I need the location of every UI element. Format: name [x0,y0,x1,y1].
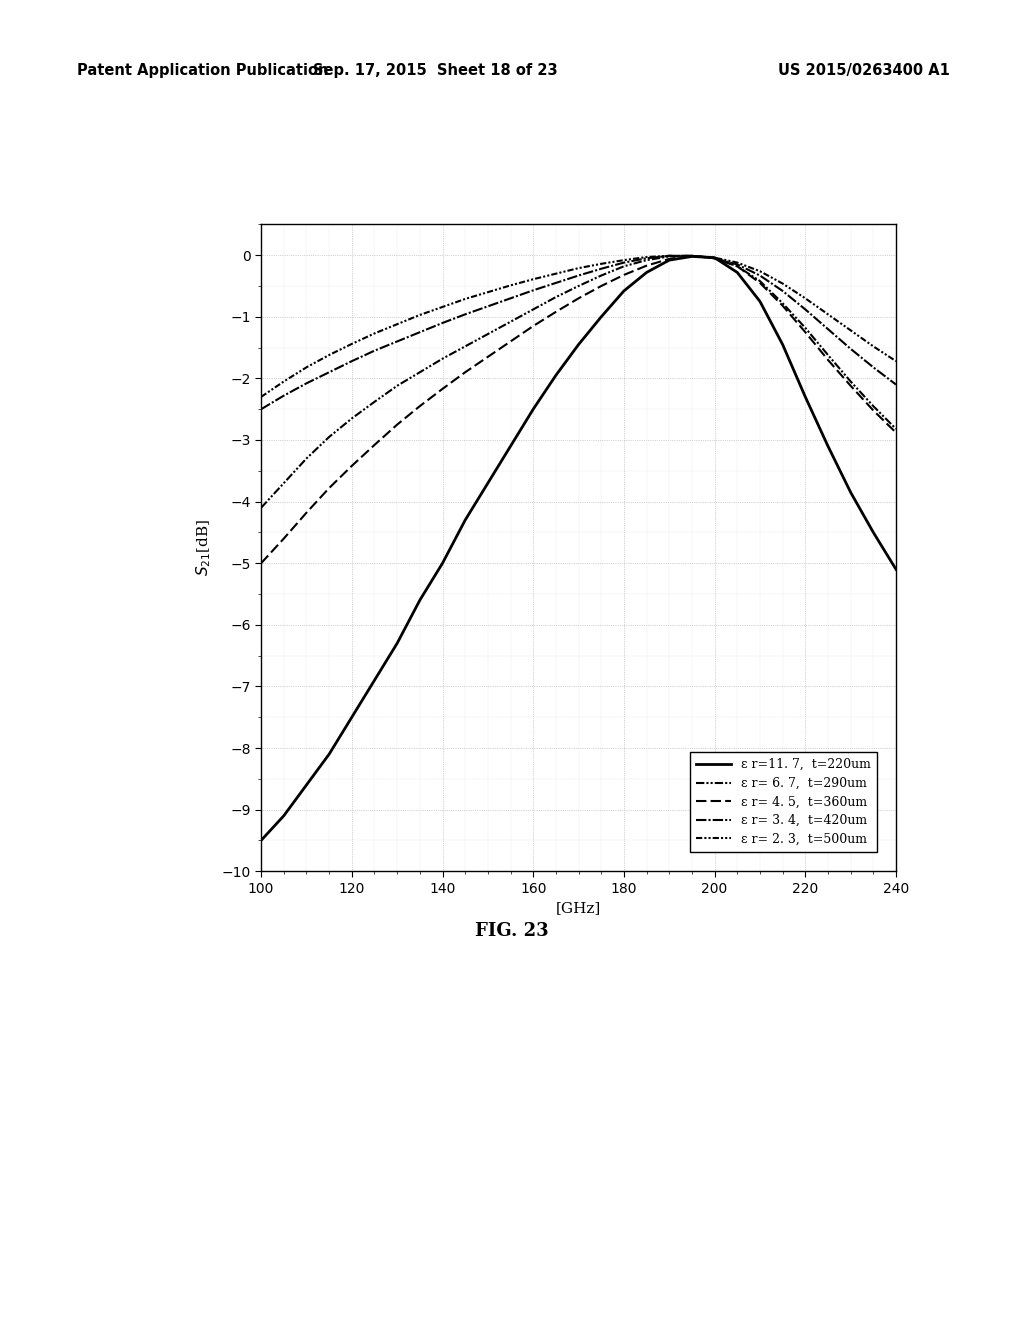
Text: Patent Application Publication: Patent Application Publication [77,63,329,78]
Legend: ε r=11. 7,  t=220um, ε r= 6. 7,  t=290um, ε r= 4. 5,  t=360um, ε r= 3. 4,  t=420: ε r=11. 7, t=220um, ε r= 6. 7, t=290um, … [690,752,877,851]
Text: FIG. 23: FIG. 23 [475,921,549,940]
Y-axis label: $S_{21}$[dB]: $S_{21}$[dB] [195,519,213,577]
Text: US 2015/0263400 A1: US 2015/0263400 A1 [778,63,950,78]
X-axis label: [GHz]: [GHz] [556,902,601,915]
Text: Sep. 17, 2015  Sheet 18 of 23: Sep. 17, 2015 Sheet 18 of 23 [313,63,557,78]
